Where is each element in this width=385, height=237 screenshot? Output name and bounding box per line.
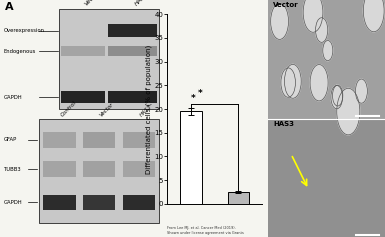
Bar — [122, 132, 155, 148]
Circle shape — [310, 64, 328, 101]
Circle shape — [331, 85, 343, 109]
Text: Control: Control — [60, 100, 77, 117]
Text: Overexpression: Overexpression — [4, 28, 45, 33]
Bar — [44, 132, 76, 148]
Text: GAPDH: GAPDH — [4, 200, 22, 205]
Bar — [109, 46, 157, 56]
Circle shape — [316, 18, 328, 42]
Bar — [83, 161, 116, 177]
Circle shape — [363, 0, 384, 32]
Text: HAS3: HAS3 — [273, 121, 295, 127]
Bar — [181, 111, 202, 204]
Circle shape — [333, 85, 343, 106]
Bar — [44, 195, 76, 210]
Text: GAPDH: GAPDH — [4, 95, 22, 100]
Text: Vector: Vector — [273, 2, 299, 8]
Legend: HAS3, Vector: HAS3, Vector — [323, 17, 358, 33]
Bar — [44, 161, 76, 177]
Text: HAS3: HAS3 — [139, 103, 153, 117]
Circle shape — [303, 0, 323, 32]
Circle shape — [337, 88, 360, 135]
Text: HAS3: HAS3 — [134, 0, 149, 7]
Bar — [109, 24, 157, 37]
Bar — [83, 132, 116, 148]
Circle shape — [271, 3, 288, 39]
Circle shape — [323, 41, 333, 61]
Circle shape — [285, 64, 301, 98]
Text: From Lee MJ, et al. Cancer Med (2019).
Shown under license agreement via Grants: From Lee MJ, et al. Cancer Med (2019). S… — [167, 226, 244, 235]
Y-axis label: Differentiated cells (% of population): Differentiated cells (% of population) — [145, 44, 152, 174]
Bar — [122, 195, 155, 210]
Text: Vector: Vector — [84, 0, 102, 7]
Circle shape — [355, 79, 367, 103]
Bar — [61, 91, 105, 103]
Bar — [61, 46, 105, 56]
Circle shape — [281, 68, 295, 97]
Text: Endogenous: Endogenous — [4, 49, 36, 54]
Bar — [38, 118, 159, 223]
Text: TUBB3: TUBB3 — [4, 167, 22, 172]
Bar — [59, 9, 159, 109]
Text: *: * — [198, 89, 203, 98]
Bar — [122, 161, 155, 177]
Text: A: A — [5, 2, 14, 12]
Bar — [83, 195, 116, 210]
Bar — [268, 118, 385, 237]
Bar — [268, 0, 385, 118]
Text: *: * — [191, 94, 196, 103]
Text: Vector: Vector — [99, 101, 115, 117]
Text: GFAP: GFAP — [4, 137, 17, 142]
Bar — [109, 91, 157, 103]
Bar — [228, 192, 249, 204]
